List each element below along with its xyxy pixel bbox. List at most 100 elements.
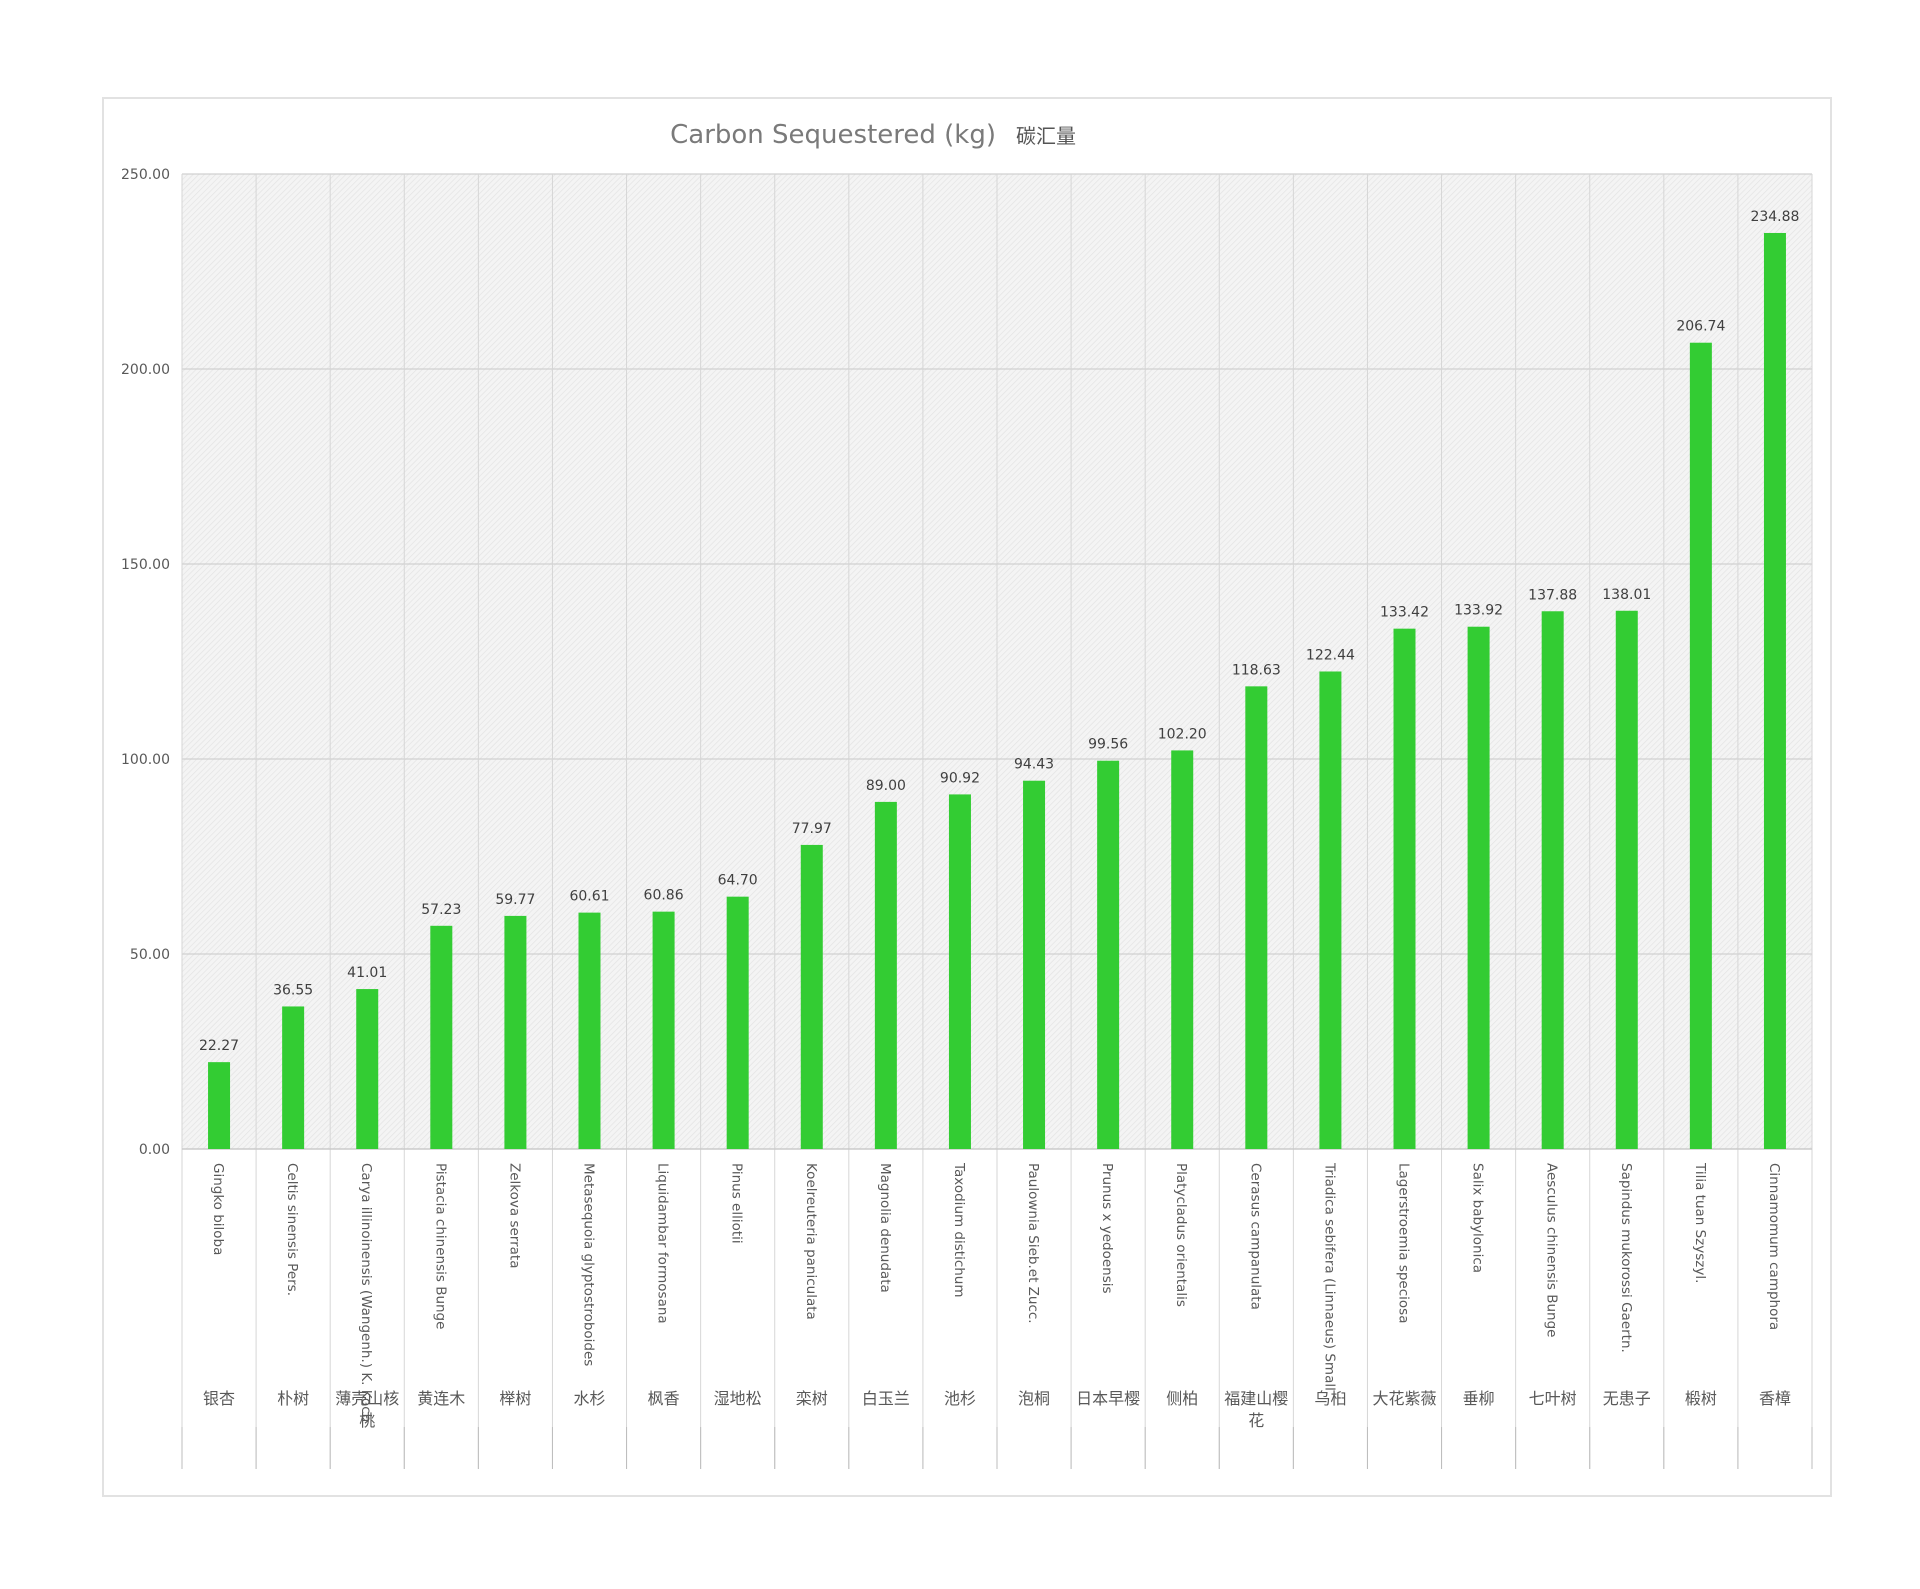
category-label-cn: 水杉	[573, 1389, 605, 1408]
bar	[1245, 686, 1268, 1149]
category-label-latin: Magnolia denudata	[877, 1163, 893, 1293]
category-label-latin: Metasequoia glyptostroboides	[581, 1163, 597, 1366]
bar	[1023, 780, 1046, 1149]
data-label: 60.86	[644, 888, 684, 904]
data-label: 206.74	[1676, 319, 1725, 335]
data-label: 133.42	[1380, 605, 1429, 621]
category-label-latin: Carya illinoinensis (Wangenh.) K. Koch	[358, 1163, 374, 1422]
bar	[282, 1006, 305, 1149]
y-tick-label: 0.00	[139, 1142, 170, 1158]
bar-chart: Carbon Sequestered (kg) 碳汇量 0.00 50.00 100…	[121, 120, 1813, 1469]
category-label-cn: 垂柳	[1463, 1389, 1495, 1408]
data-label: 234.88	[1750, 209, 1799, 225]
category-label-latin: Celtis sinensis Pers.	[284, 1163, 300, 1296]
data-label: 137.88	[1528, 587, 1577, 603]
data-label: 60.61	[569, 889, 609, 905]
category-label-latin: Koelreuteria paniculata	[803, 1163, 819, 1320]
plot-area: 0.00 50.00 100.00 150.00 200.00 250.00 22.27 Gi…	[121, 167, 1813, 1469]
data-label: 22.27	[199, 1038, 239, 1054]
category-label-latin: Taxodium distichum	[951, 1162, 967, 1298]
bar	[1319, 671, 1342, 1149]
data-label: 118.63	[1232, 662, 1281, 678]
category-label-cn: 枫香	[648, 1389, 680, 1408]
category-label-latin: Zelkova serrata	[506, 1163, 522, 1269]
category-label-cn: 福建山樱	[1224, 1389, 1288, 1408]
category-label-latin: Triadica sebifera (Linnaeus) Small	[1321, 1162, 1337, 1391]
category-label-latin: Platycladus orientalis	[1173, 1163, 1189, 1307]
category-label-cn: 薄壳山核	[335, 1389, 399, 1408]
data-label: 64.70	[718, 873, 758, 889]
data-label: 122.44	[1306, 647, 1355, 663]
category-label-cn: 黄连木	[417, 1389, 465, 1408]
bar	[652, 911, 675, 1149]
data-label: 90.92	[940, 770, 980, 786]
bar	[504, 915, 527, 1149]
category-label-cn: 椴树	[1685, 1389, 1717, 1408]
bar	[800, 844, 823, 1149]
category-label-latin: Cerasus campanulata	[1247, 1163, 1263, 1310]
data-label: 133.92	[1454, 603, 1503, 619]
category-label-latin: Aesculus chinensis Bunge	[1544, 1163, 1560, 1337]
chart-title: Carbon Sequestered (kg)	[670, 120, 996, 150]
category-label-latin: Pinus elliotii	[729, 1163, 745, 1244]
data-label: 99.56	[1088, 737, 1128, 753]
bar	[1393, 628, 1416, 1149]
category-label-cn: 池杉	[944, 1389, 976, 1408]
category-label-latin: Pistacia chinensis Bunge	[432, 1163, 448, 1329]
data-label: 59.77	[495, 892, 535, 908]
bar	[1689, 342, 1712, 1149]
category-label-latin: Salix babylonica	[1470, 1163, 1486, 1273]
category-label-cn: 无患子	[1603, 1389, 1651, 1408]
data-label: 94.43	[1014, 757, 1054, 773]
y-tick-label: 50.00	[130, 947, 170, 963]
data-label: 89.00	[866, 778, 906, 794]
category-label-cn: 湿地松	[714, 1389, 762, 1408]
data-label: 77.97	[792, 821, 832, 837]
category-label-cn: 桃	[359, 1411, 375, 1430]
bar	[430, 925, 453, 1149]
bar	[1467, 626, 1490, 1149]
bar	[948, 794, 971, 1149]
bar	[1097, 760, 1120, 1149]
bar	[1171, 750, 1194, 1149]
category-label-cn: 银杏	[203, 1389, 235, 1408]
category-label-cn: 朴树	[277, 1389, 309, 1408]
category-label-cn: 栾树	[796, 1389, 828, 1408]
category-label-cn: 香樟	[1759, 1389, 1791, 1408]
category-label-latin: Sapindus mukorossi Gaertn.	[1618, 1163, 1634, 1353]
category-label-cn: 日本早樱	[1076, 1389, 1140, 1408]
y-tick-label: 200.00	[121, 362, 170, 378]
category-label-latin: Gingko biloba	[210, 1163, 226, 1255]
bar	[1541, 611, 1564, 1149]
bar	[874, 801, 897, 1149]
category-label-cn: 大花紫薇	[1372, 1389, 1436, 1408]
y-tick-label: 250.00	[121, 167, 170, 183]
data-label: 36.55	[273, 982, 313, 998]
category-label-cn: 白玉兰	[862, 1389, 910, 1408]
data-label: 102.20	[1158, 726, 1207, 742]
category-label-latin: Liquidambar formosana	[655, 1163, 671, 1324]
bar	[1615, 610, 1638, 1149]
category-label-cn: 榉树	[499, 1389, 531, 1408]
chart-subtitle: 碳汇量	[1016, 124, 1076, 148]
category-label-latin: Lagerstroemia speciosa	[1396, 1163, 1412, 1323]
category-label-latin: Prunus x yedoensis	[1099, 1163, 1115, 1294]
bar	[726, 896, 749, 1149]
category-label-cn: 七叶树	[1529, 1389, 1577, 1408]
bar	[356, 989, 379, 1149]
y-tick-label: 150.00	[121, 557, 170, 573]
data-label: 41.01	[347, 965, 387, 981]
bar	[1763, 232, 1786, 1149]
category-label-cn: 乌桕	[1314, 1389, 1346, 1408]
category-label-latin: Tilia tuan Szyszyl.	[1692, 1162, 1708, 1283]
data-label: 57.23	[421, 902, 461, 918]
y-tick-label: 100.00	[121, 752, 170, 768]
category-label-cn: 泡桐	[1018, 1389, 1050, 1408]
category-label-latin: Cinnamomum camphora	[1766, 1163, 1782, 1330]
bar	[208, 1062, 231, 1149]
bar	[578, 912, 601, 1149]
chart-frame: Carbon Sequestered (kg) 碳汇量 0.00 50.00 100…	[102, 97, 1832, 1497]
category-label-cn: 花	[1248, 1411, 1264, 1430]
category-label-latin: Paulownia Sieb.et Zucc.	[1025, 1163, 1041, 1324]
category-label-cn: 侧柏	[1166, 1389, 1198, 1408]
